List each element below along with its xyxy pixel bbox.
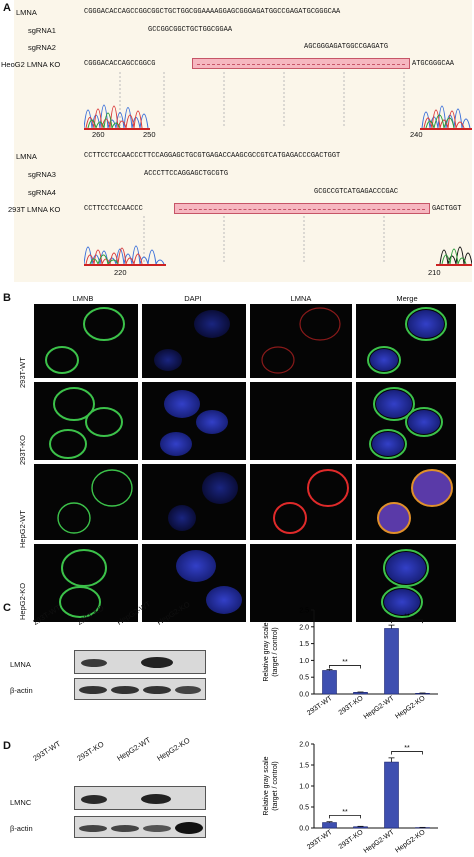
significance-marker: ** [404,745,410,752]
deletion-region [174,203,430,214]
bar-chart-lmnc: 0.0 0.5 1.0 1.5 2.0 Relative gray scale (targe… [263,742,438,855]
western-blot-lmnc [74,786,206,810]
alignment-row-label: 293T LMNA KO [8,205,61,214]
alignment-row-label: sgRNA2 [28,43,56,52]
immunofluorescence-grid [34,304,456,622]
y-tick-label: 1.5 [299,641,309,648]
y-tick-label: 1.0 [299,784,309,791]
row-label-293t-wt: 293T-WT [18,357,27,388]
significance-bracket [329,665,361,669]
row-label-293t-ko: 293T-KO [18,434,27,465]
bar [322,670,337,695]
x-tick-label: 293T-WT [306,828,334,851]
bar [353,692,368,695]
ruler-tick-label: 260 [92,130,105,139]
ko-sequence-right: ATGCGGGCAA [412,60,455,68]
x-tick-label: 293T-WT [306,694,334,717]
ko-sequence-left: CCTTCCTCCAACCC [84,205,143,213]
y-axis-label: Relative gray scale [263,756,270,815]
x-tick-label: 293T-KO [338,695,365,717]
column-header-lmna: LMNA [290,294,312,303]
blot-label-lmna: LMNA [10,660,31,669]
ruler-tick-label: 240 [410,130,423,139]
sgrna3-sequence: ACCCTTCCAGGAGCTGCGTG [144,170,229,178]
bar [415,693,430,695]
western-blot-actin [74,678,206,700]
y-tick-label: 0.5 [299,675,309,682]
significance-marker: ** [342,659,348,666]
y-tick-label: 0.0 [299,826,309,833]
significance-bracket [329,815,361,819]
sequence-alignment-panel: LMNA CGGGACACCAGCCGGCGGCTGCTGGCGGAAAAGGA… [1,0,472,282]
bar [384,628,399,695]
sgrna2-sequence: AGCGGGAGATGGCCGAGATG [304,43,389,51]
y-axis-label: Relative gray scale [263,622,270,681]
significance-marker: ** [404,614,410,621]
bar-chart-lmna: 0.0 0.5 1.0 1.5 2.0 2.5 Relative gray scale (ta… [263,608,438,720]
column-header-lmnb: LMNB [72,294,94,303]
x-tick-label: HepG2-WT [363,828,397,854]
alignment-row-label: LMNA [16,152,37,161]
panel-b-letter: B [3,292,11,304]
x-tick-label: 293T-KO [338,829,365,851]
blot-label-lmnc: LMNC [10,798,32,807]
lmna-reference-sequence: CCTTCCTCCAACCCTTCCAGGAGCTGCGTGAGACCAAGCG… [84,152,341,160]
ko-sequence-left: CGGGACACCAGCCGGCG [84,60,156,68]
alignment-row-label: sgRNA3 [28,170,56,179]
alignment-row-label: LMNA [16,8,37,17]
panel-a-letter: A [3,2,11,14]
y-axis-label: (target / control) [272,761,279,810]
blot-label-actin: β-actin [10,824,33,833]
lmna-reference-sequence: CGGGACACCAGCCGGCGGCTGCTGGCGGAAAAGGAGCGGG… [84,8,341,16]
blot-label-actin: β-actin [10,686,33,695]
significance-marker: ** [342,809,348,816]
y-axis-label: (target / control) [272,627,279,676]
panel-c-letter: C [3,602,11,614]
alignment-row-label: sgRNA1 [28,26,56,35]
chromatogram-trace-1 [84,72,472,130]
sgrna4-sequence: GCGCCGTCATGAGACCCGAC [314,188,399,196]
column-header-merge: Merge [396,294,418,303]
bar [384,761,399,829]
row-label-hepg2-ko: HepG2-KO [18,582,27,620]
x-tick-label: HepG2-KO [394,695,427,720]
western-blot-actin [74,816,206,838]
alignment-row-label: HeoG2 LMNA KO [1,60,61,69]
ruler-tick-label: 210 [428,268,441,277]
significance-bracket [391,751,423,755]
row-label-hepg2-wt: HepG2-WT [18,510,27,548]
y-tick-label: 0.0 [299,692,309,699]
bar [322,822,337,829]
lane-label: 293T-KO [75,739,106,763]
alignment-row-label: sgRNA4 [28,188,56,197]
column-header-dapi: DAPI [184,294,202,303]
bar [353,826,368,829]
lane-label: HepG2-KO [155,735,192,763]
x-tick-label: HepG2-KO [394,829,427,855]
ko-sequence-right: GACTGGT [432,205,462,213]
panel-d-letter: D [3,740,11,752]
sgrna1-sequence: GCCGGCGGCTGCTGGCGGAA [148,26,233,34]
y-tick-label: 2.5 [299,608,309,615]
lane-label: HepG2-WT [115,735,153,763]
y-tick-label: 0.5 [299,805,309,812]
x-tick-label: HepG2-WT [363,694,397,720]
y-tick-label: 1.5 [299,763,309,770]
y-tick-label: 2.0 [299,742,309,749]
deletion-region [192,58,410,69]
western-blot-lmna [74,650,206,674]
significance-bracket [391,619,423,624]
ruler-tick-label: 250 [143,130,156,139]
y-tick-label: 1.0 [299,658,309,665]
ruler-tick-label: 220 [114,268,127,277]
y-tick-label: 2.0 [299,624,309,631]
chromatogram-trace-2 [84,216,472,266]
lane-label: 293T-WT [31,739,63,763]
